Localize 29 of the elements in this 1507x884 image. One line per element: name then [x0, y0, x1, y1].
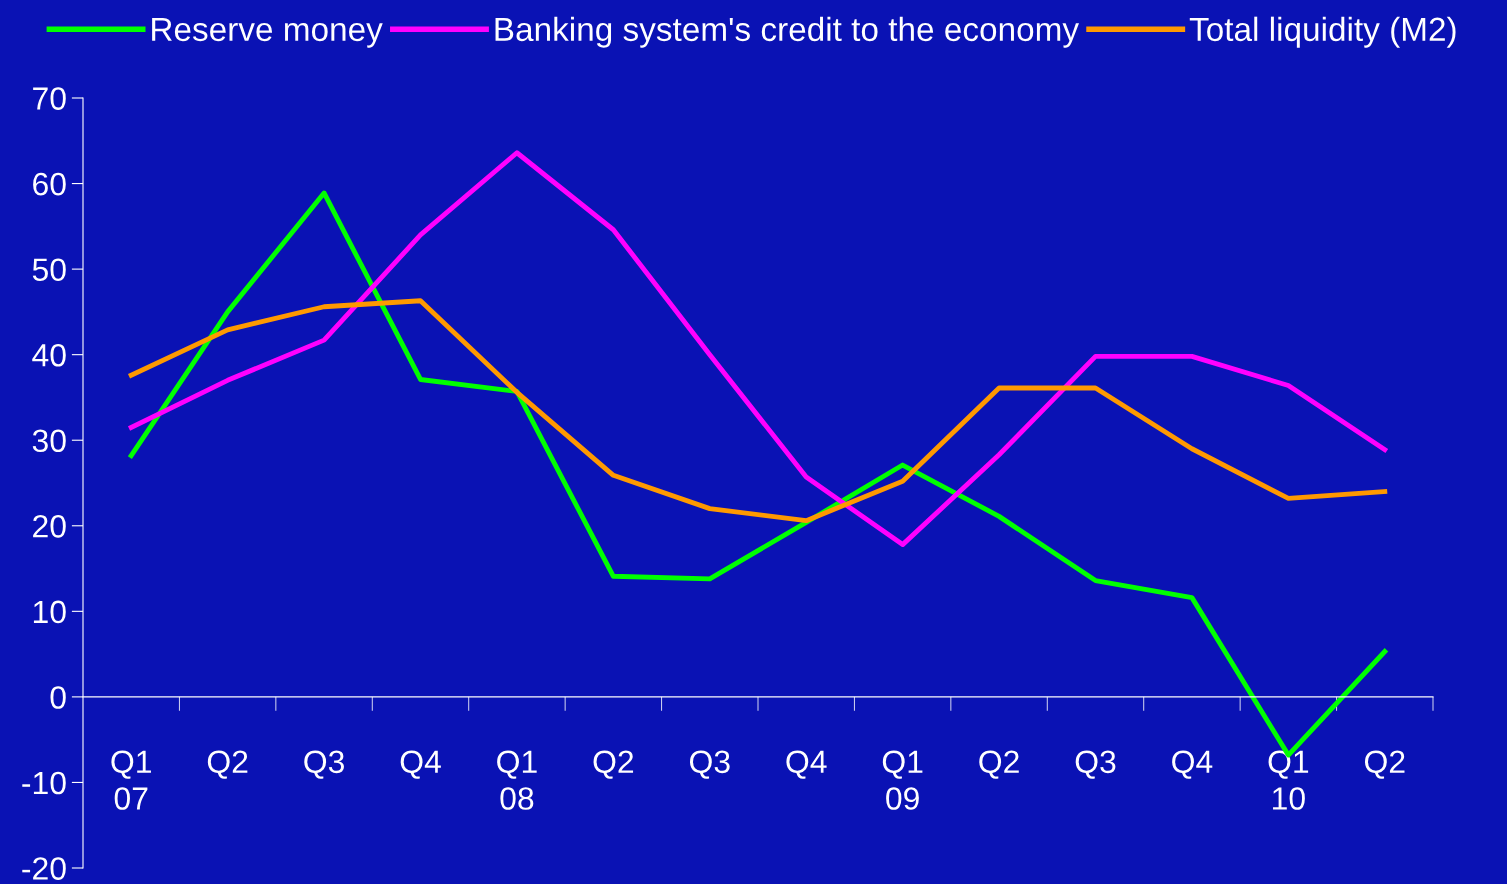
- legend-label: Total liquidity (M2): [1189, 16, 1456, 48]
- y-tick-label: -20: [22, 857, 66, 880]
- x-tick-label: Q3: [689, 750, 730, 779]
- legend-label: Banking system's credit to the economy: [495, 16, 1080, 48]
- legend-label: Reserve money: [152, 17, 383, 48]
- x-tick-label: Q1 10: [1268, 750, 1309, 810]
- y-tick-label: 60: [33, 172, 66, 196]
- line-series: [128, 298, 1388, 524]
- y-tick-label: 50: [32, 258, 66, 281]
- x-tick-label: Q4: [1172, 750, 1213, 779]
- y-tick-label: 70: [33, 87, 66, 110]
- y-tick-label: 30: [32, 429, 66, 453]
- x-tick-label: Q4: [400, 750, 441, 779]
- x-tick-label: Q2: [593, 750, 634, 779]
- x-tick-label: Q2: [979, 750, 1019, 779]
- y-tick-label: -10: [22, 771, 66, 795]
- x-tick-label: Q1 09: [882, 750, 923, 810]
- y-tick-label: 10: [33, 600, 66, 624]
- x-tick-label: Q1 08: [497, 750, 537, 810]
- x-tick-label: Q3: [1075, 750, 1116, 779]
- y-tick-label: 20: [33, 515, 66, 538]
- x-tick-label: Q2: [207, 750, 248, 779]
- x-tick-label: Q4: [786, 750, 827, 779]
- x-tick-label: Q2: [1364, 750, 1405, 779]
- y-tick-label: 40: [32, 343, 66, 367]
- line-series: [128, 150, 1388, 548]
- x-tick-label: Q3: [304, 750, 344, 779]
- y-tick-label: 0: [50, 686, 66, 709]
- x-tick-label: Q1 07: [111, 750, 151, 810]
